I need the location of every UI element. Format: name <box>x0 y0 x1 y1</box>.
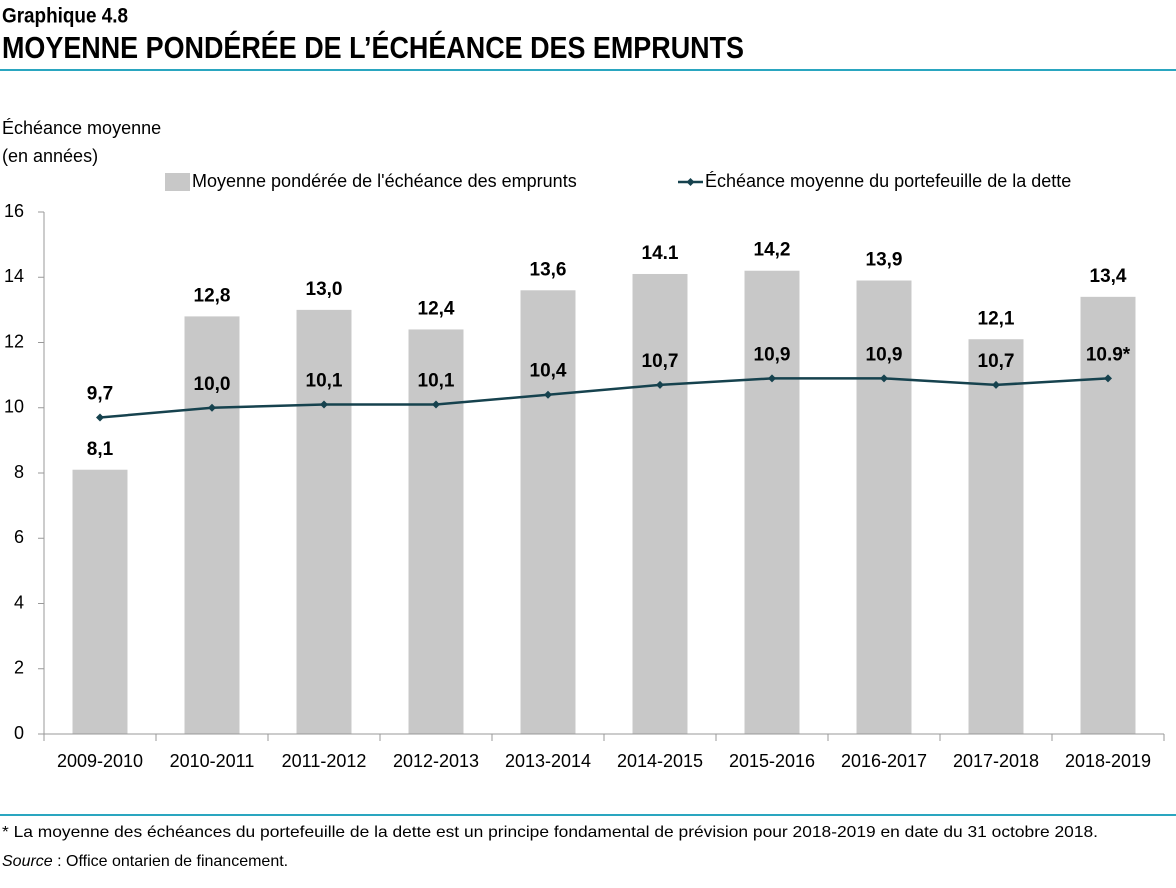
line-value-label: 10,1 <box>418 371 455 392</box>
legend-marker <box>686 178 695 186</box>
x-tick-label: 2010-2011 <box>170 751 255 771</box>
y-tick-label: 16 <box>4 201 24 221</box>
y-tick-label: 2 <box>14 658 24 678</box>
line-value-label: 10.9* <box>1086 344 1131 365</box>
bar-value-label: 13,9 <box>866 250 903 271</box>
y-tick-label: 6 <box>14 527 24 547</box>
line-marker <box>320 400 328 409</box>
y-tick-label: 10 <box>4 397 24 417</box>
line-marker <box>880 374 888 383</box>
y-tick-label: 14 <box>4 266 24 286</box>
bar <box>72 469 128 734</box>
source: Source : Office ontarien de financement. <box>2 853 288 870</box>
bar <box>184 316 240 734</box>
chart-label: Graphique 4.8 <box>2 5 128 28</box>
x-tick-label: 2017-2018 <box>953 751 1039 771</box>
bar <box>520 290 576 734</box>
x-tick-label: 2014-2015 <box>617 751 703 771</box>
bar-value-label: 12,8 <box>194 285 231 306</box>
line-marker <box>1104 374 1112 383</box>
bar <box>632 273 688 734</box>
y-axis-label: (en années) <box>2 146 98 166</box>
bar-value-label: 14.1 <box>642 243 679 264</box>
bar-value-label: 13,6 <box>530 259 567 280</box>
bar <box>408 329 464 734</box>
line-value-label: 10,7 <box>978 351 1015 372</box>
line-marker <box>96 413 104 422</box>
bar <box>968 339 1024 734</box>
bar-value-label: 12,4 <box>418 298 455 319</box>
x-tick-label: 2016-2017 <box>841 751 927 771</box>
line <box>99 377 1109 419</box>
bar <box>856 280 912 734</box>
y-tick-label: 8 <box>14 462 24 482</box>
x-tick-label: 2013-2014 <box>505 751 591 771</box>
bar-value-label: 13,4 <box>1090 266 1127 287</box>
x-tick-label: 2012-2013 <box>393 751 479 771</box>
line-value-label: 10,4 <box>530 361 567 382</box>
bar-value-label: 8,1 <box>87 439 114 460</box>
line-value-label: 10,7 <box>642 351 679 372</box>
source-label: Source <box>2 853 53 870</box>
line-marker <box>208 403 216 412</box>
bar <box>1080 296 1136 734</box>
chart-title: MOYENNE PONDÉRÉE DE L’ÉCHÉANCE DES EMPRU… <box>2 30 744 65</box>
x-tick-label: 2015-2016 <box>729 751 815 771</box>
footnote: * La moyenne des échéances du portefeuil… <box>2 824 1098 841</box>
y-tick-label: 12 <box>4 331 24 351</box>
line-marker <box>432 400 440 409</box>
line-value-label: 10,9 <box>754 344 791 365</box>
bar-value-label: 13,0 <box>306 279 343 300</box>
line-value-label: 10,0 <box>194 374 231 395</box>
y-axis-label: Échéance moyenne <box>2 118 161 138</box>
line-marker <box>656 380 664 389</box>
bar <box>296 309 352 734</box>
line-marker <box>544 390 552 399</box>
x-tick-label: 2011-2012 <box>282 751 367 771</box>
y-tick-label: 4 <box>14 592 24 612</box>
bar-value-label: 12,1 <box>978 308 1015 329</box>
line-value-label: 10,1 <box>306 371 343 392</box>
legend-label: Échéance moyenne du portefeuille de la d… <box>705 171 1071 191</box>
bar-value-label: 14,2 <box>754 240 791 261</box>
line-marker <box>768 374 776 383</box>
legend-label: Moyenne pondérée de l'échéance des empru… <box>192 171 577 191</box>
source-text: : Office ontarien de financement. <box>53 853 288 870</box>
line-marker <box>992 380 1000 389</box>
bar <box>744 270 800 734</box>
legend-swatch <box>165 173 190 191</box>
line-value-label: 10,9 <box>866 344 903 365</box>
y-tick-label: 0 <box>14 723 24 743</box>
x-tick-label: 2009-2010 <box>57 751 143 771</box>
line-value-label: 9,7 <box>87 384 113 405</box>
x-tick-label: 2018-2019 <box>1065 751 1151 771</box>
